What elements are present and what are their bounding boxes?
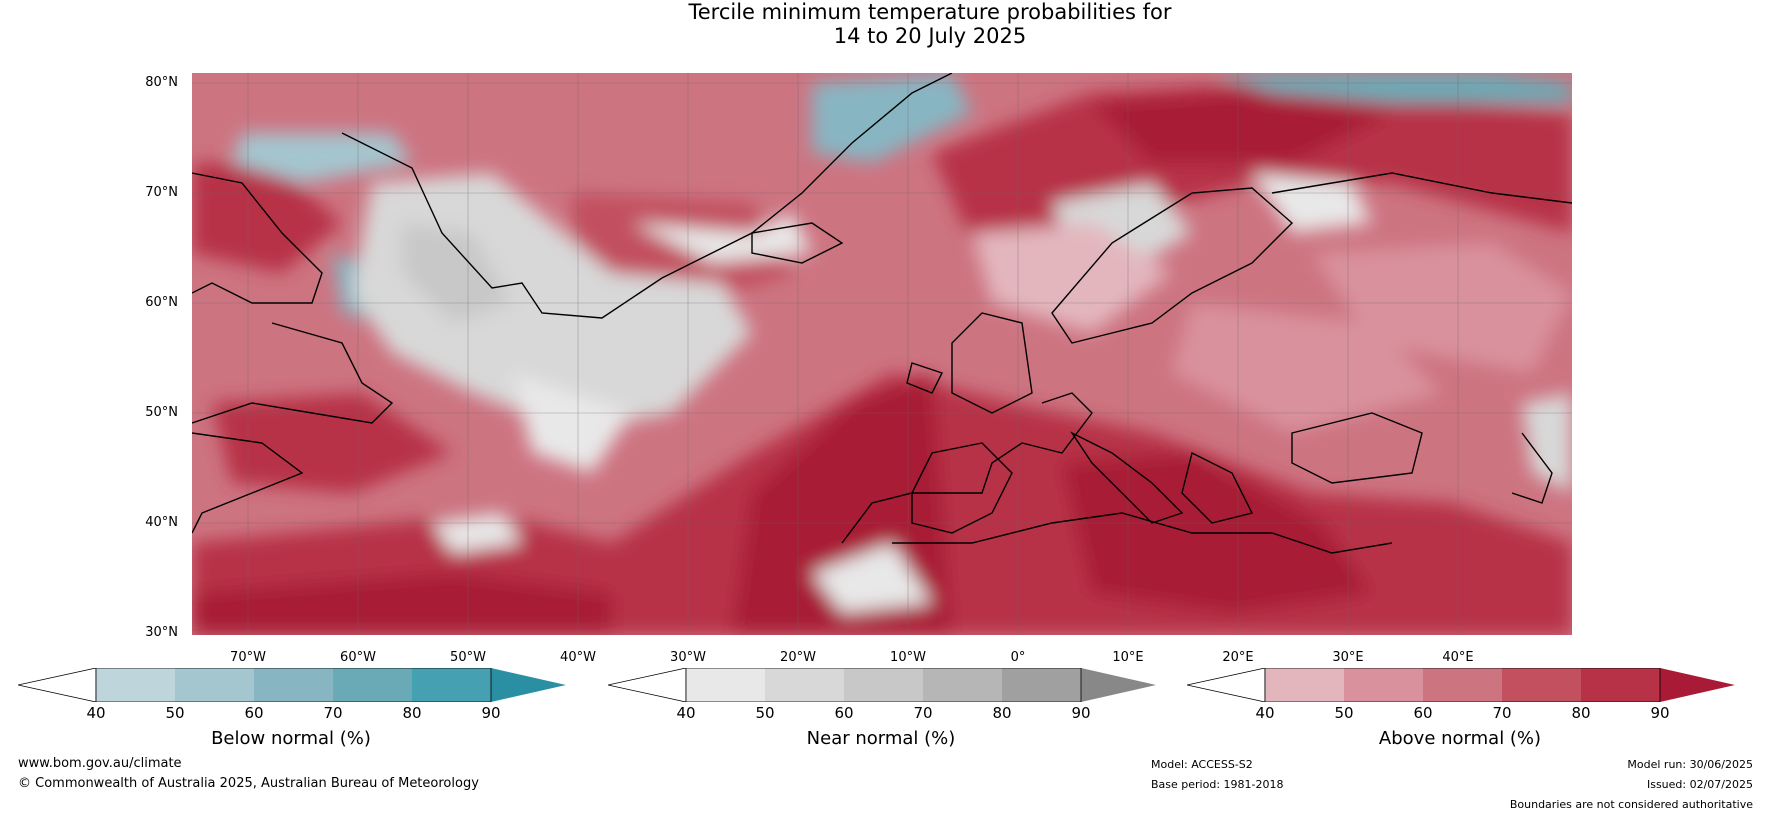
colorbar-label-below: Below normal (%) bbox=[211, 728, 371, 749]
swatch-40 bbox=[1265, 668, 1344, 702]
colorbar-below-swatches bbox=[18, 668, 566, 702]
colorbar-near-swatches bbox=[608, 668, 1156, 702]
caspian-coast bbox=[1511, 432, 1553, 504]
nova-scotia-coast bbox=[192, 432, 304, 534]
swatch-60 bbox=[1423, 668, 1502, 702]
colorbar-above-swatches bbox=[1187, 668, 1735, 702]
colorbar-above-normal bbox=[1187, 668, 1737, 702]
swatch-70 bbox=[333, 668, 412, 702]
black-sea-coast bbox=[1291, 412, 1423, 484]
lat-label-70n: 70°N bbox=[145, 185, 178, 200]
grid-lines bbox=[192, 73, 1572, 635]
near-tick-80: 80 bbox=[992, 704, 1012, 722]
above-tick-80: 80 bbox=[1571, 704, 1591, 722]
lat-label-40n: 40°N bbox=[145, 515, 178, 530]
lon-label-20w: 20°W bbox=[780, 650, 816, 665]
lon-label-70w: 70°W bbox=[230, 650, 266, 665]
swatch-70 bbox=[1502, 668, 1581, 702]
swatch-80 bbox=[412, 668, 491, 702]
lat-label-30n: 30°N bbox=[145, 625, 178, 640]
below-tick-80: 80 bbox=[402, 704, 422, 722]
below-tick-90: 90 bbox=[481, 704, 501, 722]
swatch-70 bbox=[923, 668, 1002, 702]
lon-label-30e: 30°E bbox=[1332, 650, 1364, 665]
issued-text: Issued: 02/07/2025 bbox=[1646, 778, 1753, 791]
ireland-coast bbox=[906, 362, 943, 394]
swatch-80 bbox=[1581, 668, 1660, 702]
copyright-text: © Commonwealth of Australia 2025, Austra… bbox=[18, 776, 479, 791]
lon-label-30w: 30°W bbox=[670, 650, 706, 665]
above-tick-60: 60 bbox=[1413, 704, 1433, 722]
probability-fields bbox=[192, 73, 1572, 635]
swatch-50 bbox=[1344, 668, 1423, 702]
near-tick-70: 70 bbox=[913, 704, 933, 722]
below-tick-70: 70 bbox=[323, 704, 343, 722]
swatch-50 bbox=[175, 668, 254, 702]
balkans-coast bbox=[1181, 451, 1254, 524]
lon-label-0: 0° bbox=[1010, 650, 1026, 665]
italy-coast bbox=[1069, 431, 1184, 524]
model-run-text: Model run: 30/06/2025 bbox=[1627, 758, 1753, 771]
iberia-outline bbox=[911, 442, 1013, 534]
colorbar-label-near: Near normal (%) bbox=[806, 728, 956, 749]
swatch-40 bbox=[96, 668, 175, 702]
above-tick-70: 70 bbox=[1492, 704, 1512, 722]
france-iberia-coast bbox=[841, 392, 1093, 544]
lat-label-60n: 60°N bbox=[145, 295, 178, 310]
swatch-90 bbox=[1081, 668, 1156, 702]
colorbar-label-above: Above normal (%) bbox=[1378, 728, 1542, 749]
lon-label-50w: 50°W bbox=[450, 650, 486, 665]
above-tick-40: 40 bbox=[1255, 704, 1275, 722]
below-tick-50: 50 bbox=[165, 704, 185, 722]
north-africa-coast bbox=[892, 512, 1393, 554]
near-tick-50: 50 bbox=[755, 704, 775, 722]
colorbar-below-normal bbox=[18, 668, 568, 702]
swatch-80 bbox=[1002, 668, 1081, 702]
baffin-coast bbox=[192, 172, 323, 304]
near-tick-40: 40 bbox=[676, 704, 696, 722]
title-line-1: Tercile minimum temperature probabilitie… bbox=[688, 0, 1172, 24]
coastlines bbox=[192, 73, 1572, 554]
arctic-russia-coast bbox=[1271, 172, 1572, 204]
lon-label-10e: 10°E bbox=[1112, 650, 1144, 665]
below-tick-40: 40 bbox=[86, 704, 106, 722]
lon-label-20e: 20°E bbox=[1222, 650, 1254, 665]
model-text: Model: ACCESS-S2 bbox=[1151, 758, 1253, 771]
swatch-60 bbox=[254, 668, 333, 702]
greenland-coast bbox=[341, 73, 953, 319]
lon-label-60w: 60°W bbox=[340, 650, 376, 665]
iceland-coast bbox=[751, 222, 844, 264]
title-line-2: 14 to 20 July 2025 bbox=[833, 24, 1027, 48]
website-link[interactable]: www.bom.gov.au/climate bbox=[18, 756, 182, 771]
labrador-coast bbox=[192, 322, 394, 424]
lat-label-80n: 80°N bbox=[145, 75, 178, 90]
swatch-90 bbox=[491, 668, 566, 702]
below-tick-60: 60 bbox=[244, 704, 264, 722]
swatch-40 bbox=[686, 668, 765, 702]
colorbar-near-normal bbox=[608, 668, 1158, 702]
disclaimer-text: Boundaries are not considered authoritat… bbox=[1509, 798, 1753, 811]
scandinavia-coast bbox=[1051, 187, 1294, 344]
near-tick-90: 90 bbox=[1071, 704, 1091, 722]
above-tick-90: 90 bbox=[1650, 704, 1670, 722]
swatch-90 bbox=[1660, 668, 1735, 702]
above-tick-50: 50 bbox=[1334, 704, 1354, 722]
swatch-50 bbox=[765, 668, 844, 702]
base-period-text: Base period: 1981-2018 bbox=[1151, 778, 1284, 791]
near-tick-60: 60 bbox=[834, 704, 854, 722]
lon-label-10w: 10°W bbox=[890, 650, 926, 665]
map-title: Tercile minimum temperature probabilitie… bbox=[0, 0, 1770, 48]
british-isles-coast bbox=[951, 312, 1033, 414]
lon-label-40e: 40°E bbox=[1442, 650, 1474, 665]
probability-map bbox=[192, 73, 1572, 635]
swatch-60 bbox=[844, 668, 923, 702]
lat-label-50n: 50°N bbox=[145, 405, 178, 420]
lon-label-40w: 40°W bbox=[560, 650, 596, 665]
